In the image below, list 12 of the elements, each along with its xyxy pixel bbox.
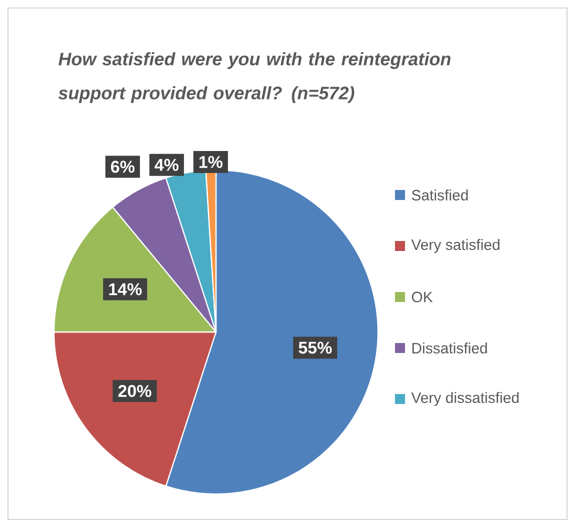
- legend-label: Satisfied: [412, 189, 468, 200]
- data-label: 14%: [109, 283, 142, 296]
- legend-label: Dissatisfied: [412, 342, 487, 354]
- data-label: 4%: [154, 158, 178, 171]
- data-label: 20%: [118, 385, 152, 398]
- data-label: 55%: [298, 342, 332, 354]
- legend-label: Very dissatisfied: [411, 392, 519, 406]
- chart-title: How satisfied were you with the reintegration support provided overall? (n=572): [58, 52, 450, 103]
- legend-label: Very satisfied: [411, 239, 500, 253]
- data-label: 1%: [199, 156, 222, 168]
- legend-label: OK: [412, 292, 433, 302]
- data-label: 6%: [111, 160, 134, 173]
